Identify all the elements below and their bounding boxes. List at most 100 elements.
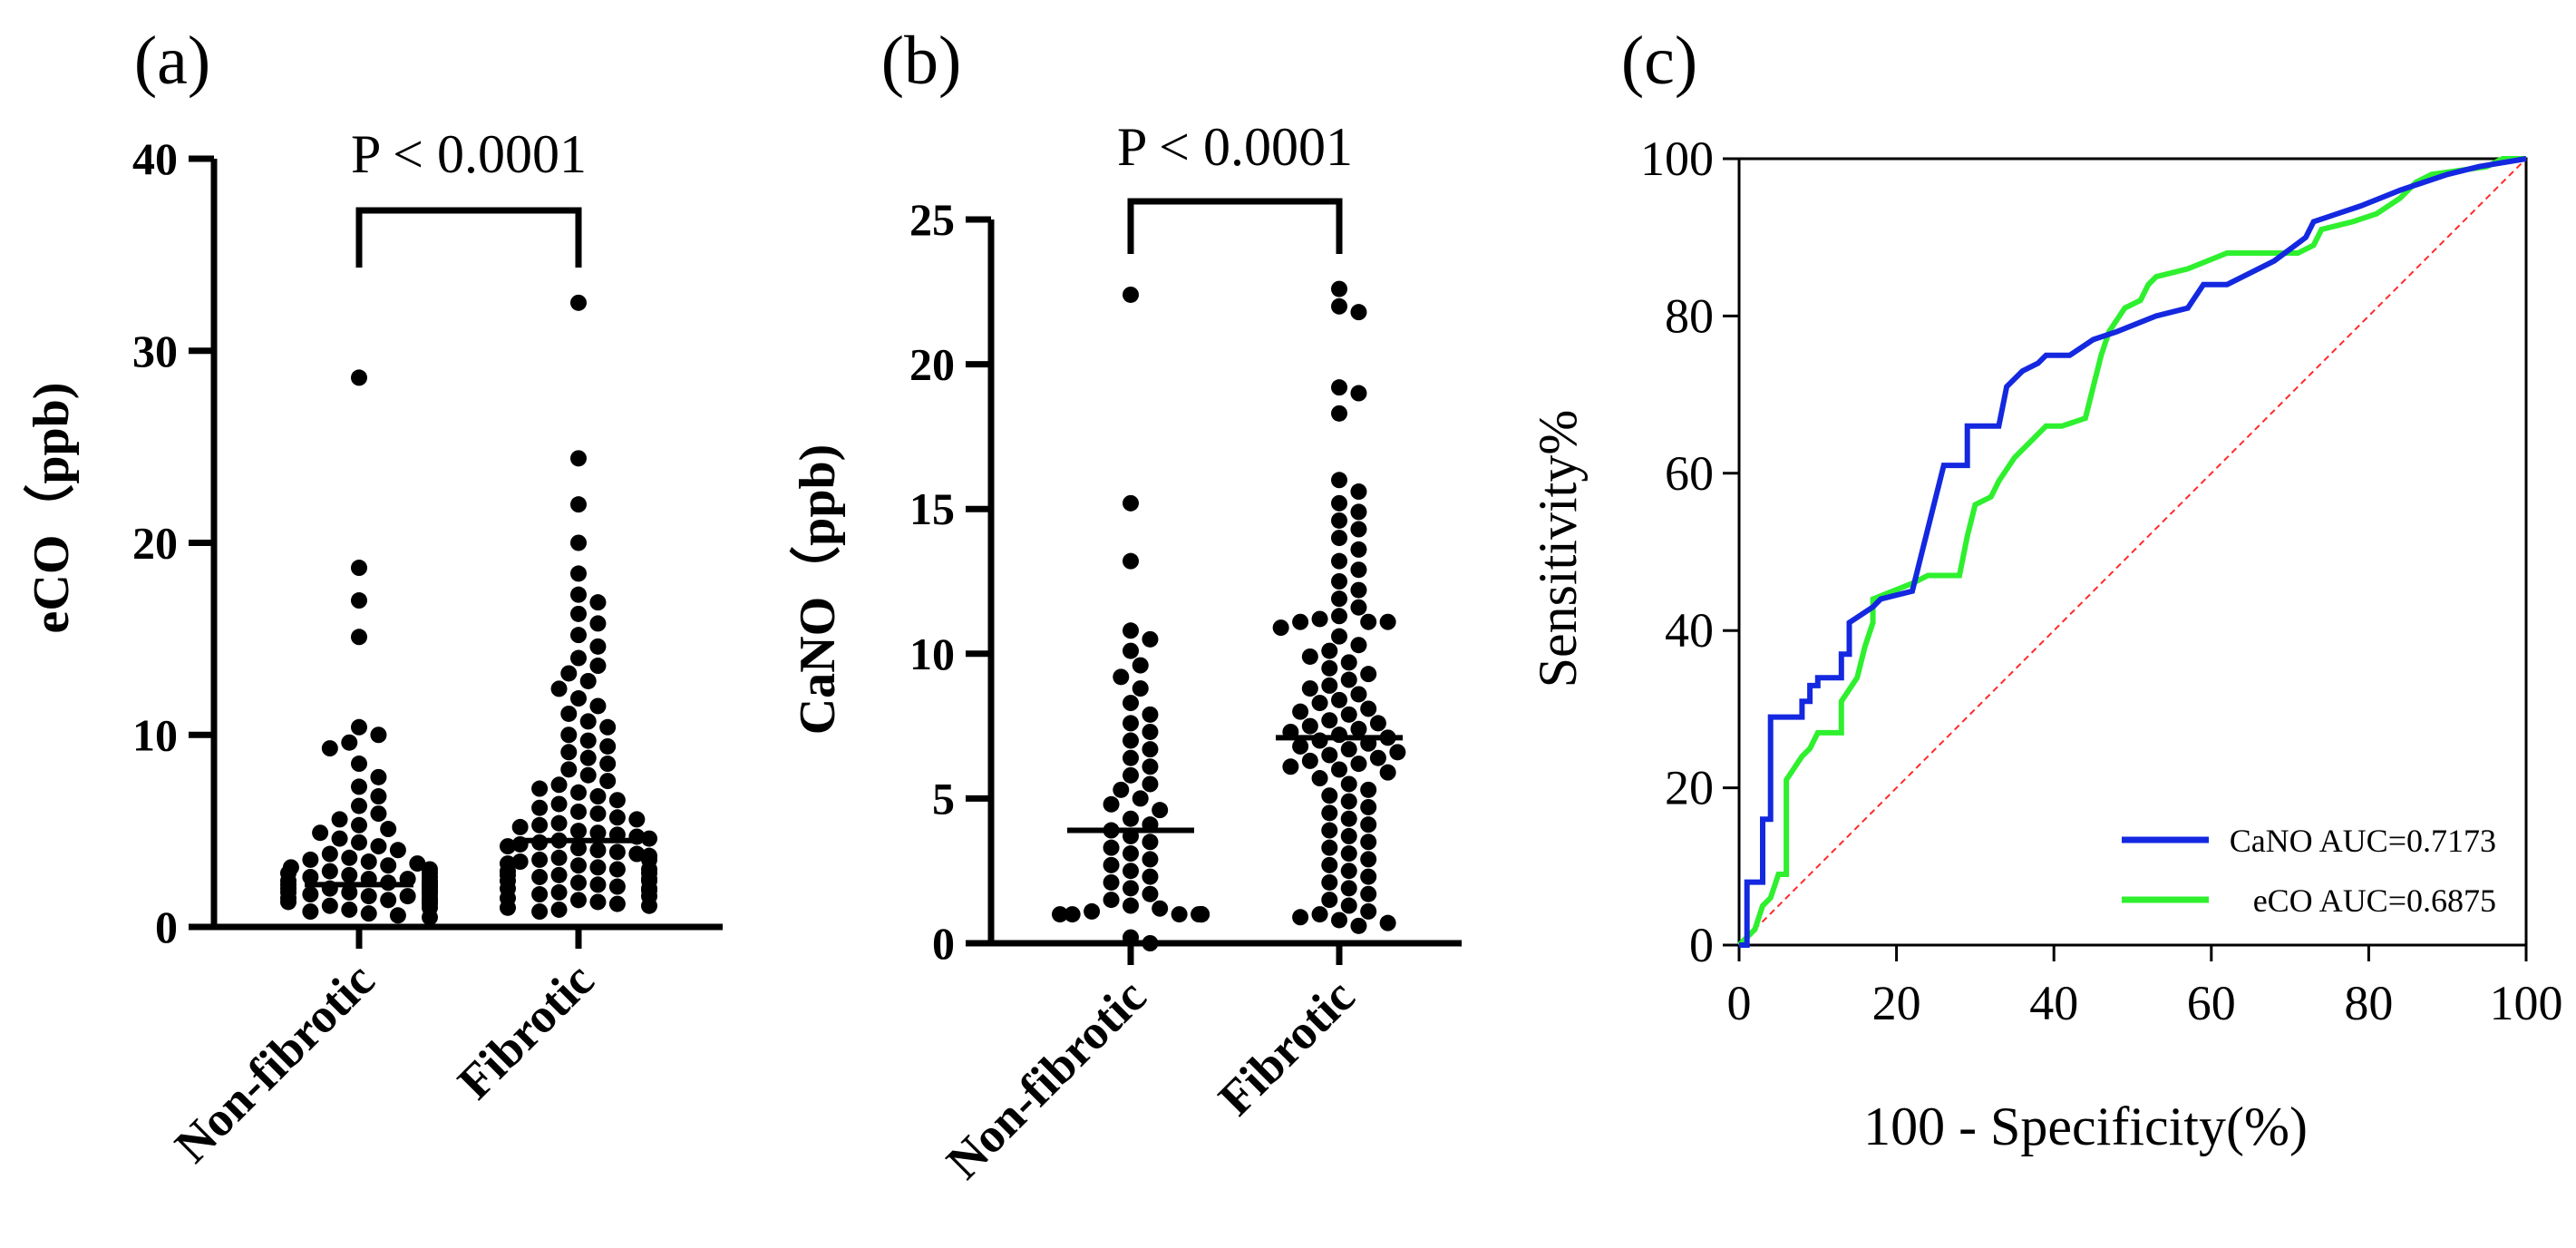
b-point: [1331, 405, 1347, 422]
panel-a-points: [280, 294, 657, 926]
panel-b-y-ticks: 0 5 10 15 20 25: [909, 194, 991, 969]
panel-b-label: (b): [881, 23, 962, 99]
b-point: [1350, 756, 1367, 773]
a-point: [570, 690, 587, 707]
a-point: [560, 705, 578, 722]
b-point: [1113, 668, 1130, 686]
b-point: [1132, 657, 1149, 674]
b-point: [1350, 385, 1367, 402]
a-point: [550, 883, 568, 901]
b-point: [1123, 810, 1139, 827]
b-point: [1331, 628, 1347, 645]
b-point: [1103, 839, 1120, 856]
a-point: [550, 866, 568, 883]
a-point: [550, 680, 568, 697]
a-point: [560, 726, 578, 744]
b-point: [1360, 885, 1377, 902]
a-point: [280, 893, 296, 911]
a-point: [570, 840, 587, 857]
a-point: [589, 893, 607, 911]
b-point: [1360, 834, 1377, 851]
panel-c-x-tick-label: 0: [1727, 976, 1752, 1030]
b-point: [1321, 712, 1338, 729]
b-point: [1142, 935, 1159, 951]
b-point: [1331, 590, 1347, 608]
panel-b-p-value: P < 0.0001: [1117, 117, 1353, 177]
b-point: [1350, 503, 1367, 521]
b-point: [1350, 561, 1367, 579]
a-point: [560, 761, 578, 778]
b-point: [1340, 863, 1357, 880]
a-point: [589, 615, 607, 632]
a-point: [511, 853, 529, 871]
b-point: [1103, 892, 1120, 909]
b-point: [1360, 798, 1377, 815]
b-point: [1123, 766, 1139, 784]
a-point: [550, 849, 568, 866]
a-point: [351, 718, 367, 736]
a-category-label: Non-fibrotic: [164, 952, 384, 1173]
b-point: [1331, 472, 1347, 489]
panel-c-eco-curve: [1736, 156, 2526, 948]
a-point: [370, 726, 387, 744]
a-point: [331, 830, 348, 847]
b-point: [1360, 613, 1377, 630]
a-point: [570, 784, 587, 801]
b-point: [1123, 552, 1139, 570]
a-point: [351, 756, 367, 773]
panel-c-curves: [1736, 156, 2527, 948]
b-category-label: Fibrotic: [1208, 969, 1365, 1126]
b-point: [1331, 494, 1347, 512]
b-point: [1321, 839, 1338, 856]
b-point: [1132, 790, 1149, 807]
a-point: [570, 565, 587, 582]
a-point: [360, 905, 377, 922]
b-point: [1340, 654, 1357, 671]
a-point: [341, 901, 358, 918]
a-point: [560, 744, 578, 761]
b-point: [1340, 793, 1357, 810]
a-point: [531, 816, 549, 834]
a-point: [531, 868, 549, 885]
b-point: [1340, 845, 1357, 863]
a-point: [608, 878, 626, 895]
a-point: [570, 450, 587, 467]
a-point: [570, 294, 587, 311]
panel-a-p-value: P < 0.0001: [351, 124, 587, 184]
b-y-tick-label: 5: [932, 773, 955, 824]
panel-c-y-tick-label: 100: [1640, 132, 1714, 186]
a-point: [570, 605, 587, 622]
b-y-tick-label: 25: [909, 194, 955, 245]
panel-b-medians: [1067, 735, 1403, 834]
a-point: [550, 776, 568, 794]
b-point: [1360, 851, 1377, 868]
a-point: [579, 749, 597, 766]
b-point: [1331, 608, 1347, 625]
a-point: [341, 849, 358, 866]
a-point: [570, 823, 587, 840]
b-point: [1379, 914, 1396, 931]
b-point: [1340, 880, 1357, 897]
a-point: [579, 766, 597, 784]
b-point: [1311, 695, 1328, 712]
b-point: [1142, 723, 1159, 740]
b-point: [1142, 851, 1159, 868]
b-point: [1331, 912, 1347, 929]
b-point: [1142, 834, 1159, 851]
b-point: [1331, 530, 1347, 547]
b-point: [1331, 691, 1347, 708]
panel-c-legend-label-eco: eCO AUC=0.6875: [2253, 882, 2496, 919]
panel-c-x-tick-label: 40: [2029, 976, 2078, 1030]
panel-a-categories: Non-fibrotic Fibrotic: [164, 927, 604, 1173]
a-point: [302, 886, 319, 903]
a-point: [389, 907, 406, 924]
panel-a-label: (a): [134, 23, 210, 99]
panel-c-label: (c): [1621, 23, 1697, 99]
panel-c-y-tick-label: 40: [1665, 603, 1714, 658]
a-point: [302, 851, 319, 868]
a-point: [409, 855, 426, 873]
a-point: [500, 838, 516, 855]
b-point: [1369, 715, 1386, 732]
a-point: [570, 649, 587, 667]
a-point: [589, 824, 607, 842]
